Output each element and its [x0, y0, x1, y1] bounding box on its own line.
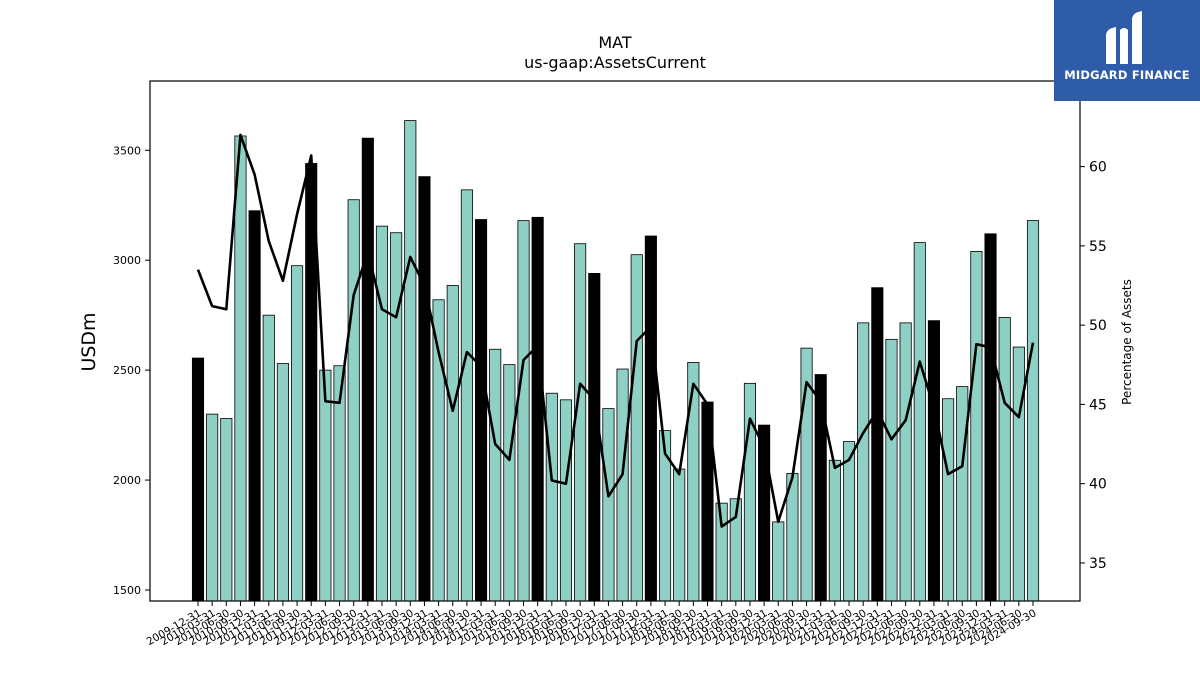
bar — [658, 430, 672, 602]
bar — [446, 285, 459, 602]
bar — [772, 521, 785, 602]
bar — [630, 254, 643, 602]
bar — [276, 363, 289, 602]
y-tick-label: 1500 — [113, 584, 141, 597]
y-tick-label: 3000 — [113, 254, 141, 267]
chart-subtitle: us-gaap:AssetsCurrent — [524, 53, 706, 72]
y2-axis-label: Percentage of Assets — [1120, 279, 1134, 405]
bar — [574, 243, 587, 602]
bar — [404, 120, 417, 602]
bar — [418, 176, 431, 602]
bar — [899, 322, 912, 602]
plot-frame — [149, 80, 1081, 602]
bar — [248, 210, 261, 602]
bar — [361, 137, 374, 602]
y-tick-label: 2000 — [113, 474, 141, 487]
chart-title: MAT — [598, 33, 632, 52]
bar — [942, 398, 955, 602]
y-tick-label: 3500 — [113, 144, 141, 157]
brand-logo: MIDGARD FINANCE — [1054, 0, 1200, 101]
bar — [1012, 346, 1025, 602]
bar — [489, 348, 502, 602]
y-tick-label: 2500 — [113, 364, 141, 377]
bar — [644, 235, 657, 602]
bar — [474, 219, 488, 602]
bar — [871, 287, 884, 602]
bar — [602, 408, 615, 602]
bar — [191, 357, 205, 602]
bar-series — [191, 120, 1040, 602]
brand-name: MIDGARD FINANCE — [1064, 68, 1190, 82]
bar — [885, 338, 898, 602]
bar — [673, 468, 686, 602]
y2-tick-label: 55 — [1089, 239, 1107, 255]
y2-tick-label: 45 — [1089, 397, 1107, 413]
y2-tick-label: 40 — [1089, 477, 1107, 493]
bar — [460, 189, 473, 602]
bar — [432, 299, 445, 602]
bar — [347, 199, 360, 602]
bar — [814, 374, 827, 602]
bar — [687, 362, 700, 602]
y2-tick-label: 50 — [1089, 318, 1107, 334]
bar — [842, 441, 856, 602]
bar — [1026, 220, 1040, 602]
y2-tick-label: 35 — [1089, 556, 1107, 572]
bar — [390, 232, 403, 602]
axes: 150020002500300035003540455055602009-12-… — [113, 80, 1107, 648]
bar — [998, 316, 1011, 602]
bar — [319, 369, 332, 602]
y-axis-label: USDm — [78, 312, 100, 371]
bar — [857, 322, 870, 602]
bar — [984, 233, 997, 602]
bar — [913, 242, 926, 602]
bar — [517, 220, 530, 602]
bar — [828, 459, 841, 602]
bar — [559, 399, 573, 602]
bar — [531, 216, 544, 602]
percentage-line — [196, 133, 1035, 528]
bar — [206, 413, 219, 602]
bar — [970, 250, 983, 602]
bar — [375, 225, 389, 602]
bar — [503, 364, 516, 602]
percentage-line-series — [196, 133, 1035, 528]
bar — [545, 392, 558, 602]
bar — [234, 135, 247, 602]
bar — [956, 386, 969, 602]
bar — [927, 320, 940, 602]
bar — [262, 314, 275, 602]
bar — [743, 382, 756, 602]
bar — [588, 272, 601, 602]
bar — [616, 368, 629, 602]
midgard-bars-logo-icon — [1106, 11, 1142, 64]
bar — [291, 265, 304, 602]
bar — [220, 418, 233, 602]
y2-tick-label: 60 — [1089, 160, 1107, 176]
